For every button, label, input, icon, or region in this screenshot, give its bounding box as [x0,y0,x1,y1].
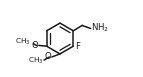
Text: NH$_2$: NH$_2$ [91,22,109,34]
Text: F: F [75,43,80,51]
Text: CH$_3$: CH$_3$ [28,55,44,66]
Text: O: O [32,41,38,50]
Text: CH$_3$: CH$_3$ [15,37,31,47]
Text: O: O [45,53,51,61]
